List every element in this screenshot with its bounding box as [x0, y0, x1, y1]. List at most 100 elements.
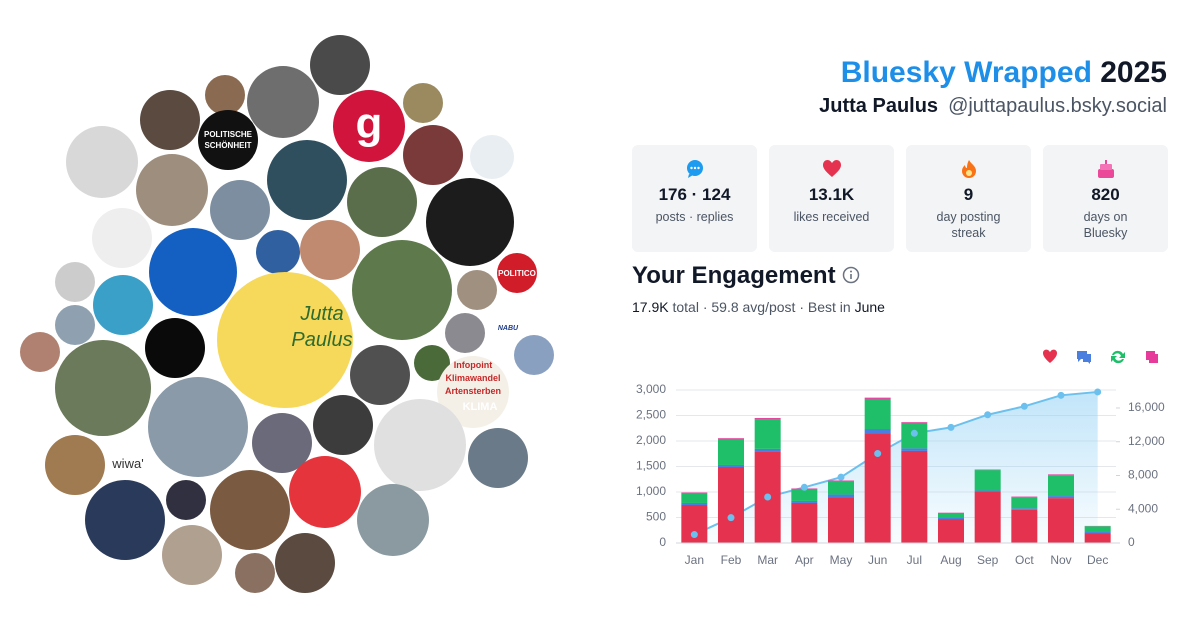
icon [961, 160, 976, 178]
line-point [874, 450, 882, 458]
avatar[interactable] [333, 90, 405, 162]
bar-segment [828, 497, 854, 543]
bar-segment [828, 494, 854, 498]
y2-tick-label: 4,000 [1128, 501, 1158, 515]
avatar[interactable] [440, 486, 496, 542]
stat-value: 820 [1091, 185, 1120, 204]
title-text: Bluesky Wrapped [840, 56, 1092, 89]
stat-label: day posting streak [936, 210, 1001, 240]
avatar[interactable] [403, 83, 443, 123]
avatar[interactable] [300, 220, 360, 280]
avatar-text: SCHÖNHEIT [204, 141, 251, 150]
bar-segment [1048, 498, 1074, 543]
avatar[interactable] [470, 135, 514, 179]
avatar[interactable] [256, 230, 300, 274]
avatar[interactable] [149, 228, 237, 316]
avatar[interactable] [445, 313, 485, 353]
bar-segment [1011, 509, 1038, 543]
avatar[interactable] [66, 126, 138, 198]
avatar[interactable] [514, 335, 554, 375]
line-point [947, 423, 955, 431]
avatar[interactable] [414, 345, 450, 381]
avatar[interactable] [374, 399, 466, 491]
bar-segment [1084, 526, 1111, 533]
bar-segment [754, 418, 781, 420]
cumulative-line [693, 390, 1098, 536]
avatar[interactable] [289, 456, 361, 528]
stat-value: 9 [963, 185, 974, 204]
x-tick-label: Oct [1015, 553, 1034, 567]
stat-label: days on Bluesky [1083, 210, 1128, 240]
avatar[interactable] [350, 345, 410, 405]
avatar[interactable] [20, 332, 60, 372]
avatar[interactable] [437, 356, 509, 428]
avatar[interactable] [267, 140, 347, 220]
y-tick-label: 2,000 [636, 433, 666, 447]
bar-segment [791, 488, 818, 489]
avatar[interactable] [235, 553, 275, 593]
avatar[interactable] [426, 178, 514, 266]
avatar[interactable] [85, 480, 165, 560]
avatar[interactable] [198, 110, 258, 170]
avatar[interactable] [275, 533, 335, 593]
avatar[interactable] [140, 90, 200, 150]
avatar[interactable] [210, 180, 270, 240]
y2-tick-label: 12,000 [1128, 434, 1165, 448]
avatar[interactable] [136, 154, 208, 226]
icon [686, 160, 703, 178]
avatar[interactable] [92, 208, 152, 268]
icon [1097, 160, 1114, 178]
avatar[interactable] [93, 275, 153, 335]
avatar[interactable] [352, 240, 452, 340]
stat-card: 176 · 124 posts · replies [632, 145, 757, 252]
avatar[interactable] [347, 167, 417, 237]
avatar[interactable] [357, 484, 429, 556]
line-point [727, 514, 735, 522]
avatar[interactable] [247, 66, 319, 138]
legend-icon [1146, 351, 1158, 363]
avatar[interactable] [162, 525, 222, 585]
avatar[interactable] [310, 35, 370, 95]
avatar[interactable] [45, 435, 105, 495]
handle: @juttapaulus.bsky.social [948, 95, 1167, 117]
bar-segment [901, 422, 928, 449]
stat-card: 820 days on Bluesky [1043, 145, 1168, 252]
display-name: Jutta Paulus [819, 95, 939, 117]
x-tick-label: Aug [940, 553, 961, 567]
avatar[interactable] [403, 125, 463, 185]
y2-tick-label: 0 [1128, 535, 1135, 549]
avatar[interactable] [217, 272, 353, 408]
bar-segment [974, 470, 1001, 491]
avatar[interactable] [55, 305, 95, 345]
avatar[interactable] [468, 428, 528, 488]
icon [822, 160, 841, 177]
avatar[interactable] [55, 340, 151, 436]
avatar[interactable] [457, 270, 497, 310]
avatar-text: KLIMA [463, 401, 498, 413]
avatar[interactable] [493, 315, 523, 345]
avatar[interactable] [166, 480, 206, 520]
stat-label: posts · replies [655, 210, 734, 224]
avatar[interactable] [210, 470, 290, 550]
avatar[interactable] [148, 377, 248, 477]
y2-tick-label: 16,000 [1128, 400, 1165, 414]
avatar[interactable] [55, 262, 95, 302]
avatar[interactable] [205, 75, 245, 115]
info-icon[interactable] [842, 266, 860, 284]
avatar[interactable] [252, 413, 312, 473]
avatar[interactable] [145, 318, 205, 378]
line-point [690, 531, 698, 539]
bar-segment [938, 512, 964, 519]
bar-segment [1048, 475, 1074, 497]
legend-icon [1111, 350, 1125, 364]
bar-segment [681, 505, 708, 543]
best-month: June [854, 299, 885, 315]
avatar[interactable] [313, 395, 373, 455]
avatar[interactable] [497, 253, 537, 293]
section-title: Your Engagement [632, 262, 860, 290]
line-point [1094, 388, 1102, 396]
bar-segment [1084, 532, 1111, 534]
bar-segment [864, 429, 891, 434]
bar-segment [864, 433, 891, 543]
y-tick-label: 2,500 [636, 408, 666, 422]
